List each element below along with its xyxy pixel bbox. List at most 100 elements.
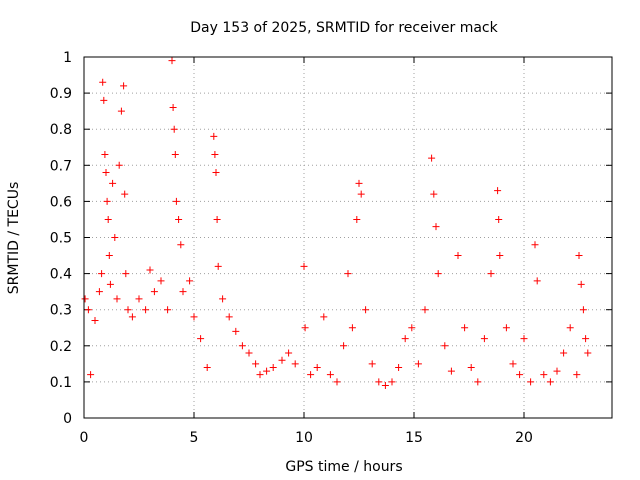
data-point	[99, 78, 107, 86]
data-point	[388, 378, 396, 386]
data-point	[480, 335, 488, 343]
data-point	[320, 313, 328, 321]
data-point	[214, 262, 222, 270]
data-point	[245, 349, 253, 357]
data-point	[533, 277, 541, 285]
data-point	[120, 82, 128, 90]
y-tick-label: 0.1	[50, 375, 72, 391]
data-point	[414, 360, 422, 368]
chart-title: Day 153 of 2025, SRMTID for receiver mac…	[190, 20, 498, 36]
data-point	[142, 306, 150, 314]
data-point	[441, 342, 449, 350]
data-point	[353, 215, 361, 223]
plot-frame	[83, 56, 613, 419]
data-point	[164, 306, 172, 314]
data-point	[495, 215, 503, 223]
data-point	[102, 169, 110, 177]
data-point	[344, 270, 352, 278]
data-point	[461, 324, 469, 332]
data-point	[197, 335, 205, 343]
data-point	[291, 360, 299, 368]
data-point	[313, 363, 321, 371]
data-point	[121, 190, 129, 198]
data-point	[175, 215, 183, 223]
data-point	[213, 215, 221, 223]
axis-ticks: 00.10.20.30.40.50.60.70.80.910 5 10 15 20	[50, 50, 612, 446]
data-point	[560, 349, 568, 357]
data-point	[278, 356, 286, 364]
data-point	[582, 335, 590, 343]
data-point	[103, 197, 111, 205]
data-point	[362, 306, 370, 314]
data-point	[135, 295, 143, 303]
data-point	[104, 215, 112, 223]
data-point	[408, 324, 416, 332]
x-tick-label: 5	[190, 430, 199, 446]
data-point	[307, 371, 315, 379]
x-tick-label: 20	[515, 430, 533, 446]
data-point	[122, 270, 130, 278]
data-point	[300, 262, 308, 270]
data-point	[428, 154, 436, 162]
data-point	[432, 223, 440, 231]
data-point	[474, 378, 482, 386]
data-point	[566, 324, 574, 332]
data-point	[553, 367, 561, 375]
data-point	[256, 371, 264, 379]
data-point	[111, 234, 119, 241]
y-axis-label: SRMTID / TECUs	[6, 182, 22, 295]
y-tick-label: 0	[63, 411, 72, 427]
y-tick-label: 0.9	[50, 86, 72, 102]
y-tick-label: 0.5	[50, 231, 72, 247]
data-point	[527, 378, 535, 386]
data-point	[95, 288, 103, 296]
data-point	[225, 313, 233, 321]
data-point	[531, 241, 539, 249]
data-point	[98, 270, 106, 278]
data-point	[117, 107, 125, 115]
data-point	[375, 378, 383, 386]
data-point	[579, 306, 587, 314]
data-point	[252, 360, 260, 368]
data-point	[434, 270, 442, 278]
data-point	[212, 169, 220, 177]
data-point	[210, 132, 218, 140]
data-point	[395, 363, 403, 371]
data-point	[168, 57, 176, 65]
data-point	[101, 150, 109, 158]
data-point	[575, 252, 583, 260]
data-point	[421, 306, 429, 314]
data-point	[169, 104, 177, 112]
data-point	[430, 190, 438, 198]
data-point	[179, 288, 187, 296]
data-point	[301, 324, 309, 332]
data-point	[546, 378, 554, 386]
data-point	[540, 371, 548, 379]
data-point	[128, 313, 136, 321]
data-point	[348, 324, 356, 332]
data-point	[219, 295, 227, 303]
data-point	[520, 335, 528, 343]
y-tick-label: 0.6	[50, 194, 72, 210]
data-point	[454, 252, 462, 260]
data-point	[150, 288, 158, 296]
data-point	[124, 306, 132, 314]
data-point	[105, 252, 113, 260]
data-point	[113, 295, 121, 303]
data-point	[170, 125, 178, 133]
data-point	[584, 349, 592, 357]
y-tick-label: 0.2	[50, 339, 72, 355]
data-point	[502, 324, 510, 332]
y-tick-label: 0.4	[50, 267, 72, 283]
data-point	[157, 277, 165, 285]
data-point	[355, 179, 363, 187]
data-point	[494, 187, 502, 195]
data-point	[84, 306, 92, 314]
data-point	[81, 295, 89, 303]
data-point	[509, 360, 517, 368]
data-point	[269, 363, 277, 371]
data-point	[381, 382, 389, 390]
data-point	[573, 371, 581, 379]
data-point	[186, 277, 194, 285]
data-point	[340, 342, 348, 350]
